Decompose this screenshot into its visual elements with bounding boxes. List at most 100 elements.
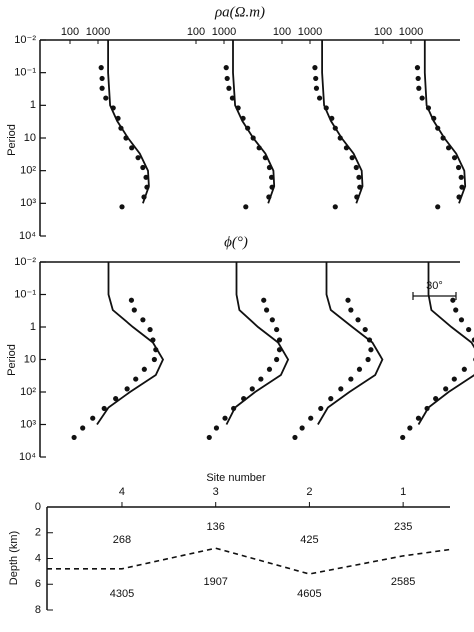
model-curve <box>107 40 150 204</box>
observed-point <box>71 434 77 441</box>
observed-point <box>249 386 255 392</box>
upper-layer-resistivity: 268 <box>113 534 131 546</box>
y-tick-label: 0 <box>35 501 41 513</box>
y-axis-label: Period <box>6 344 18 376</box>
model-curve <box>321 40 364 204</box>
observed-point <box>345 297 351 303</box>
observed-point <box>213 425 220 431</box>
y-tick-label: 4 <box>35 552 41 564</box>
observed-point <box>140 164 146 171</box>
observed-point <box>128 297 135 303</box>
observed-point <box>99 75 105 82</box>
model-curve <box>417 262 474 425</box>
observed-point <box>458 317 465 323</box>
observed-point <box>308 415 314 421</box>
observed-point <box>365 356 371 363</box>
x-tick-label: 1 <box>400 486 406 498</box>
observed-point <box>318 405 324 412</box>
observed-point <box>316 95 323 101</box>
observed-point <box>135 155 141 161</box>
lower-layer-resistivity: 2585 <box>391 576 415 588</box>
x-tick-label: 1000 <box>298 26 322 38</box>
observed-point <box>328 396 334 402</box>
observed-point <box>451 155 458 161</box>
observed-point <box>416 85 422 91</box>
observed-point <box>451 376 457 382</box>
observed-point <box>355 317 361 323</box>
observed-point <box>269 317 275 323</box>
observed-point <box>450 297 456 303</box>
observed-point <box>455 164 462 171</box>
observed-point <box>443 386 449 392</box>
observed-point <box>223 65 229 71</box>
observed-point <box>264 307 270 313</box>
observed-point <box>348 307 354 313</box>
observed-point <box>348 376 354 382</box>
y-tick-label: 10² <box>20 165 36 177</box>
observed-point <box>133 376 139 382</box>
observed-point <box>90 415 96 421</box>
observed-point <box>276 337 283 343</box>
model-curve <box>232 40 276 204</box>
observed-point <box>415 75 421 82</box>
x-tick-label: 3 <box>213 486 219 498</box>
y-tick-label: 10 <box>24 353 36 365</box>
y-tick-label: 2 <box>35 527 41 539</box>
observed-point <box>147 326 153 333</box>
x-tick-label: 100 <box>187 26 205 38</box>
observed-point <box>141 366 147 372</box>
y-tick-label: 1 <box>30 99 36 111</box>
observed-point <box>415 415 422 421</box>
x-tick-label: 100 <box>61 26 79 38</box>
observed-point <box>103 95 109 101</box>
observed-point <box>299 425 305 431</box>
observed-point <box>458 174 464 180</box>
observed-point <box>313 85 320 91</box>
lower-layer-resistivity: 4305 <box>110 588 134 600</box>
x-tick-label: 4 <box>119 486 125 498</box>
observed-point <box>129 145 135 151</box>
y-tick-label: 10⁴ <box>19 451 36 463</box>
upper-layer-resistivity: 425 <box>300 534 318 546</box>
observed-point <box>258 376 264 382</box>
observed-point <box>368 347 374 353</box>
y-tick-label: 6 <box>35 578 41 590</box>
layer-interface <box>47 547 451 575</box>
observed-point <box>312 65 318 71</box>
y-tick-label: 10⁻² <box>14 34 36 46</box>
y-tick-label: 10 <box>24 132 36 144</box>
observed-point <box>143 174 149 180</box>
observed-point <box>140 317 146 323</box>
model-curve <box>317 262 384 425</box>
y-axis-label: Period <box>6 124 18 156</box>
observed-point <box>113 396 119 402</box>
y-tick-label: 10⁻² <box>14 256 36 268</box>
observed-point <box>261 297 267 303</box>
observed-point <box>400 434 406 441</box>
observed-point <box>274 326 280 333</box>
observed-point <box>206 434 212 441</box>
observed-point <box>414 65 421 71</box>
observed-point <box>338 386 344 392</box>
scale-bar <box>412 292 457 300</box>
y-axis-label: Depth (km) <box>8 531 20 585</box>
x-tick-label: 1000 <box>399 26 423 38</box>
x-tick-label: 1000 <box>86 26 110 38</box>
observed-point <box>356 366 363 372</box>
observed-point <box>266 366 273 372</box>
upper-layer-resistivity: 235 <box>394 521 412 533</box>
model-curve <box>423 40 467 204</box>
resistivity-title: ρa(Ω.m) <box>214 4 265 20</box>
observed-point <box>131 307 137 313</box>
observed-point <box>226 85 232 91</box>
x-tick-label: 1000 <box>212 26 236 38</box>
observed-point <box>453 307 459 313</box>
x-tick-label: 100 <box>374 26 392 38</box>
observed-point <box>332 204 338 210</box>
y-tick-label: 10⁴ <box>19 230 36 242</box>
observed-point <box>435 204 441 210</box>
x-tick-label: 2 <box>306 486 312 498</box>
observed-point <box>353 164 359 171</box>
observed-point <box>80 425 86 431</box>
observed-point <box>224 75 230 82</box>
